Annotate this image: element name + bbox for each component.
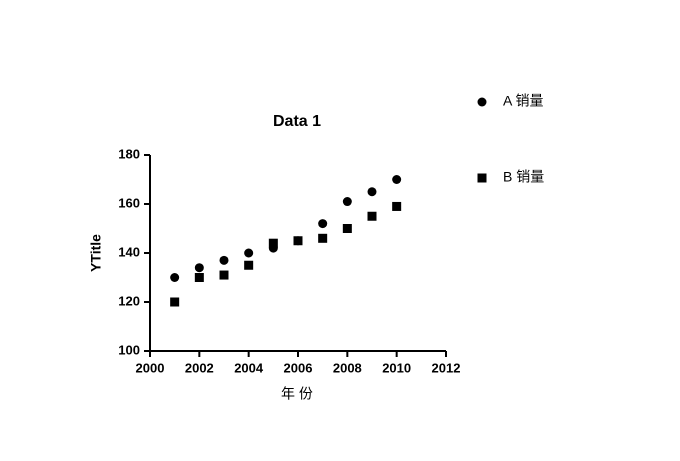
x-tick-label: 2000 [136,360,165,375]
point [318,219,328,229]
x-tick-label: 2004 [234,360,264,375]
y-tick-label: 160 [118,195,140,210]
point [392,201,402,211]
point [342,197,352,207]
chart-title: Data 1 [273,113,321,130]
x-tick-label: 2008 [333,360,362,375]
legend-label: B 销量 [503,169,544,185]
x-tick-label: 2002 [185,360,214,375]
point [170,297,180,307]
point [342,224,352,233]
y-axis-label: YTitle [88,234,104,272]
y-tick-label: 180 [118,146,140,161]
legend-label: A 销量 [503,93,543,109]
point [219,255,229,265]
point [194,273,204,282]
point [367,187,377,197]
point [194,263,204,273]
point [244,260,254,270]
point [170,273,180,282]
point [268,238,278,248]
x-tick-label: 2010 [382,360,411,375]
y-tick-label: 140 [118,244,140,259]
point [318,233,328,243]
legend-marker [477,173,487,183]
x-tick-label: 2006 [284,360,313,375]
x-tick-label: 2012 [432,360,461,375]
legend-marker [477,97,487,107]
y-tick-label: 120 [118,293,140,308]
point [219,270,229,280]
point [392,175,402,184]
point [367,211,377,221]
y-tick-label: 100 [118,342,140,357]
point [293,236,303,246]
point [244,248,254,258]
x-axis-label: 年 份 [281,386,313,402]
